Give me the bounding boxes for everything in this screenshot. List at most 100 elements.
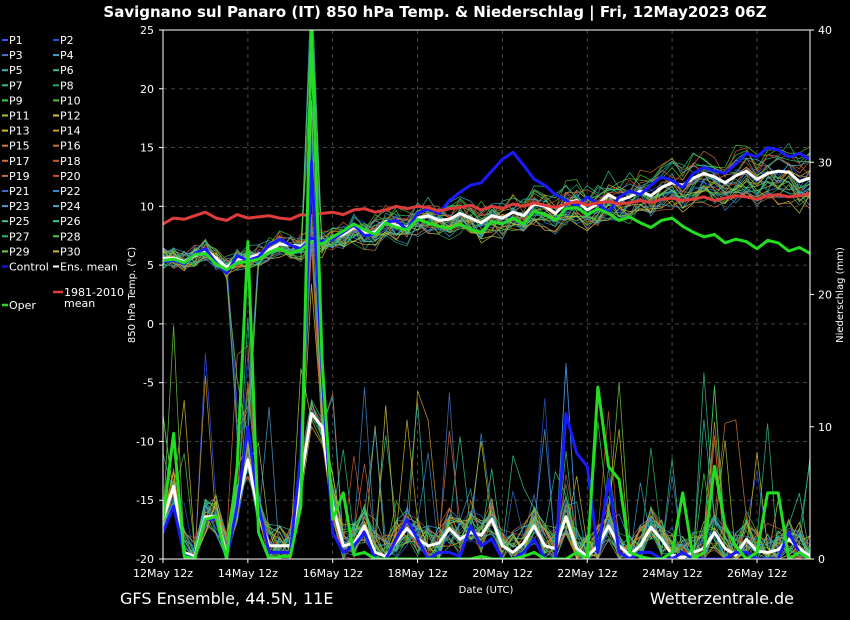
- member-precip-line-P22: [163, 228, 810, 559]
- legend-label: P3: [9, 49, 23, 62]
- y-tick-label: -5: [143, 377, 154, 390]
- legend-label: P12: [60, 110, 81, 123]
- y-tick-label: -20: [136, 553, 154, 566]
- legend-item: Ens. mean: [53, 261, 118, 274]
- x-tick-label: 20May 12z: [472, 567, 532, 580]
- legend-item: P13: [2, 125, 30, 138]
- legend-label: P29: [9, 245, 30, 258]
- x-tick-label: 16May 12z: [303, 567, 363, 580]
- legend-item: P1: [2, 34, 23, 47]
- legend-item: P23: [2, 200, 30, 213]
- y-tick-label: 25: [140, 24, 154, 37]
- x-tick-label: 12May 12z: [133, 567, 193, 580]
- control-precip-line: [163, 160, 810, 559]
- legend-label: P4: [60, 49, 74, 62]
- y-tick-label: -15: [136, 494, 154, 507]
- footer-site: Wetterzentrale.de: [650, 589, 794, 608]
- y-axis-label: 850 hPa Temp. (°C): [127, 247, 138, 343]
- ens-mean-temp-line: [163, 169, 810, 269]
- y2-tick-label: 0: [818, 553, 825, 566]
- legend-label: P1: [9, 34, 23, 47]
- legend-item: P22: [53, 185, 81, 198]
- member-precip-line-P3: [163, 118, 810, 559]
- legend-label: P11: [9, 110, 30, 123]
- legend-label: P6: [60, 64, 74, 77]
- legend-label: P8: [60, 79, 74, 92]
- legend-item: P27: [2, 230, 30, 243]
- y-tick-label: 0: [147, 318, 154, 331]
- legend-item: P4: [53, 49, 74, 62]
- member-precip-line-P15: [163, 406, 810, 559]
- y-tick-label: 15: [140, 142, 154, 155]
- y2-tick-label: 40: [818, 24, 832, 37]
- legend-label: P27: [9, 230, 30, 243]
- legend-label: P23: [9, 200, 30, 213]
- x-axis-label: Date (UTC): [459, 585, 514, 596]
- x-tick-label: 24May 12z: [642, 567, 702, 580]
- x-tick-label: 14May 12z: [218, 567, 278, 580]
- x-tick-label: 26May 12z: [727, 567, 787, 580]
- legend-item: P5: [2, 64, 23, 77]
- y-tick-label: 5: [147, 259, 154, 272]
- 1981-2010-mean-temp-line: [163, 191, 810, 226]
- y2-tick-label: 10: [818, 421, 832, 434]
- legend-item: P20: [53, 170, 81, 183]
- legend: P1 P2 P3 P4 P5 P6 P7 P8 P9 P10 P11 P12 P13 P14 P15 P16 P…: [2, 34, 124, 312]
- legend-label: P30: [60, 245, 81, 258]
- legend-item: P19: [2, 170, 30, 183]
- y-tick-label: 20: [140, 83, 154, 96]
- member-temp-line-P10: [163, 144, 810, 267]
- y2-tick-labels: 40 30 20 10 0: [818, 24, 832, 566]
- legend-item: P16: [53, 140, 81, 153]
- legend-item: P3: [2, 49, 23, 62]
- y2-tick-label: 20: [818, 289, 832, 302]
- legend-item: P30: [53, 245, 81, 258]
- legend-label: P20: [60, 170, 81, 183]
- y2-axis-label: Niederschlag (mm): [835, 247, 846, 343]
- control-temp-line: [163, 146, 810, 275]
- legend-item: P8: [53, 79, 74, 92]
- x-tick-label: 22May 12z: [557, 567, 617, 580]
- legend-item: P9: [2, 94, 23, 107]
- legend-label: P13: [9, 125, 30, 138]
- legend-item: P24: [53, 200, 81, 213]
- legend-label-line2: mean: [64, 297, 95, 310]
- legend-label: P18: [60, 155, 81, 168]
- member-precip-line-P25: [163, 40, 810, 559]
- legend-label: P24: [60, 200, 81, 213]
- legend-label: P25: [9, 215, 30, 228]
- legend-label: Ens. mean: [60, 261, 118, 274]
- member-temp-line-P29: [163, 49, 810, 438]
- member-precip-line-P30: [163, 189, 810, 559]
- legend-label: P16: [60, 140, 81, 153]
- legend-label: P21: [9, 185, 30, 198]
- member-precip-line-P28: [163, 172, 810, 559]
- legend-item: P2: [53, 34, 74, 47]
- legend-label: P28: [60, 230, 81, 243]
- legend-label: P2: [60, 34, 74, 47]
- legend-label: P19: [9, 170, 30, 183]
- axes: [159, 29, 814, 563]
- y2-tick-label: 30: [818, 156, 832, 169]
- x-tick-labels: 12May 12z 14May 12z 16May 12z 18May 12z 20Ma…: [133, 567, 787, 580]
- legend-item: P18: [53, 155, 81, 168]
- legend-label: P7: [9, 79, 23, 92]
- legend-item: P17: [2, 155, 30, 168]
- legend-label: Control: [9, 261, 49, 274]
- chart-title: Savignano sul Panaro (IT) 850 hPa Temp. …: [103, 3, 766, 22]
- y-tick-label: 10: [140, 200, 154, 213]
- legend-label: P22: [60, 185, 81, 198]
- legend-item: P26: [53, 215, 81, 228]
- y-tick-label: -10: [136, 435, 154, 448]
- legend-label: Oper: [9, 299, 36, 312]
- legend-label: P5: [9, 64, 23, 77]
- x-tick-label: 18May 12z: [388, 567, 448, 580]
- legend-item: P28: [53, 230, 81, 243]
- member-precip-line-P26: [163, 401, 810, 559]
- legend-label: 1981-2010: [64, 286, 124, 299]
- member-temp-line-P25: [163, 30, 810, 271]
- legend-label: P14: [60, 125, 81, 138]
- legend-label: P10: [60, 94, 81, 107]
- member-precip-line-P29: [163, 99, 810, 559]
